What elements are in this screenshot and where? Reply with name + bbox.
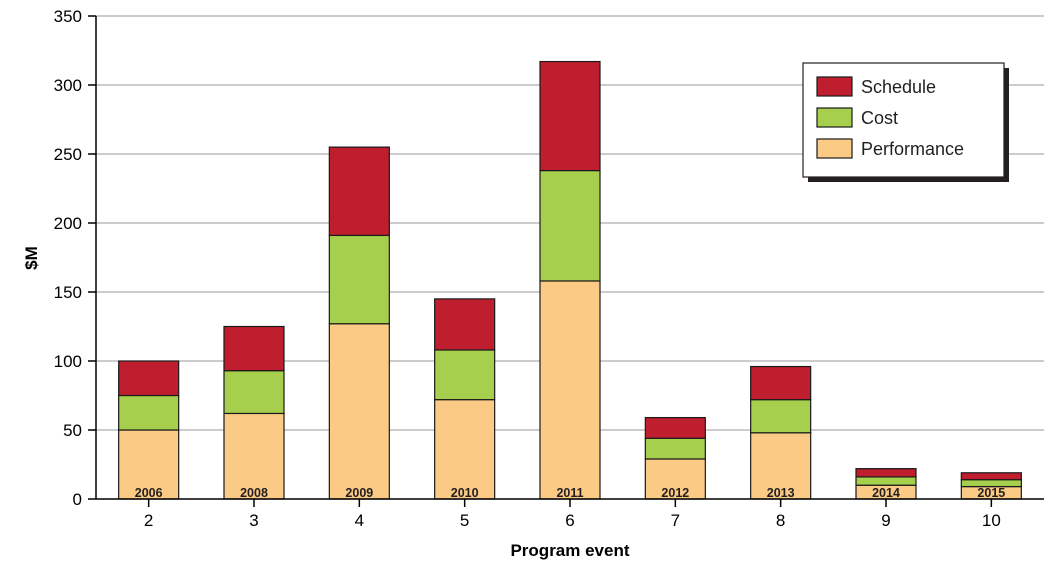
bar-segment-cost	[118, 394, 180, 431]
bar-segment-schedule	[750, 365, 812, 401]
bar-stack: 2008	[223, 325, 285, 500]
bar-year-label: 2013	[767, 486, 795, 500]
y-tick-labels: 0 50 100 150 200 250 300 350	[54, 7, 96, 509]
bar-segment-cost	[644, 437, 706, 460]
legend-swatch	[816, 76, 853, 97]
y-axis-label: $M	[22, 246, 41, 270]
bar-segment-cost	[855, 476, 917, 486]
bar-stack: 2010	[434, 298, 496, 500]
bar-stack: 2014	[855, 468, 917, 500]
bar-segment-schedule	[328, 146, 390, 237]
bar-segment-schedule	[644, 416, 706, 439]
bar-segment-cost	[223, 370, 285, 415]
bar-segment-cost	[328, 234, 390, 325]
bar-segment-performance	[539, 280, 601, 500]
x-tick-label: 2	[144, 511, 153, 530]
bar-year-label: 2015	[977, 486, 1005, 500]
legend-item: Schedule	[816, 76, 936, 97]
bar-stack: 2011	[539, 60, 601, 500]
x-tick-label: 10	[982, 511, 1001, 530]
bar-segment-performance	[328, 323, 390, 500]
x-tick-label: 6	[565, 511, 574, 530]
bar-stack: 2015	[960, 472, 1022, 500]
x-tick-label: 7	[671, 511, 680, 530]
legend-swatch	[816, 138, 853, 159]
x-tick-label: 5	[460, 511, 469, 530]
bar-year-label: 2011	[556, 486, 583, 500]
bar-segment-schedule	[223, 325, 285, 372]
legend-item: Cost	[816, 107, 898, 128]
y-tick-label: 0	[73, 490, 82, 509]
bar-year-label: 2009	[345, 486, 373, 500]
bar-segment-schedule	[434, 298, 496, 351]
bar-year-label: 2006	[135, 486, 163, 500]
legend-swatch	[816, 107, 853, 128]
legend-label: Schedule	[861, 77, 936, 97]
bar-year-label: 2012	[661, 486, 689, 500]
x-tick-label: 3	[249, 511, 258, 530]
y-tick-label: 250	[54, 145, 82, 164]
bar-stack: 2006	[118, 360, 180, 500]
x-tick-label: 4	[355, 511, 364, 530]
bar-segment-cost	[750, 399, 812, 434]
bar-year-label: 2014	[872, 486, 900, 500]
bar-year-label: 2010	[451, 486, 479, 500]
bar-segment-schedule	[855, 468, 917, 478]
y-tick-label: 200	[54, 214, 82, 233]
x-tick-label: 9	[881, 511, 890, 530]
y-tick-label: 100	[54, 352, 82, 371]
x-tick-label: 8	[776, 511, 785, 530]
bar-segment-schedule	[960, 472, 1022, 481]
y-tick-label: 150	[54, 283, 82, 302]
x-tick-labels: 2 3 4 5 6 7 8 9 10	[144, 499, 1001, 530]
x-axis-label: Program event	[510, 541, 629, 560]
bar-segment-cost	[434, 349, 496, 401]
bar-segment-performance	[434, 399, 496, 500]
y-tick-label: 300	[54, 76, 82, 95]
y-tick-label: 350	[54, 7, 82, 26]
y-tick-label: 50	[63, 421, 82, 440]
bar-stack: 2009	[328, 146, 390, 500]
legend-label: Cost	[861, 108, 898, 128]
bar-segment-performance	[750, 432, 812, 500]
legend-label: Performance	[861, 139, 964, 159]
bar-year-label: 2008	[240, 486, 268, 500]
legend: Schedule Cost Performance	[802, 62, 1009, 182]
bar-stack: 2013	[750, 365, 812, 500]
bar-stack: 2012	[644, 416, 706, 500]
bar-segment-schedule	[539, 60, 601, 172]
bar-segment-cost	[539, 169, 601, 282]
bar-segment-performance	[223, 412, 285, 500]
legend-item: Performance	[816, 138, 964, 159]
bars: 2006 2008 2009 2010 2011 2012 2013 2014 2015	[118, 60, 1022, 500]
bar-segment-schedule	[118, 360, 180, 397]
